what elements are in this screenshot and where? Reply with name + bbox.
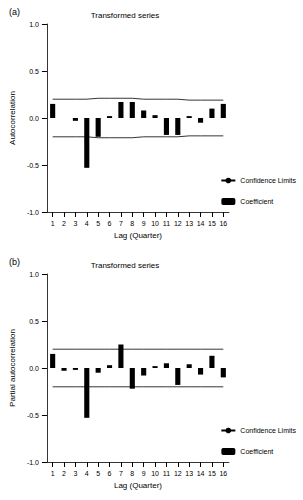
svg-text:5: 5 [96,470,100,477]
svg-text:0.5: 0.5 [29,68,39,75]
svg-text:13: 13 [185,470,193,477]
svg-text:9: 9 [142,220,146,227]
svg-text:(a): (a) [9,7,20,17]
svg-text:11: 11 [163,470,170,477]
svg-text:8: 8 [130,470,134,477]
svg-text:4: 4 [85,220,89,227]
svg-text:7: 7 [119,470,123,477]
svg-text:Coefficient: Coefficient [240,448,273,455]
svg-text:14: 14 [197,220,205,227]
svg-text:15: 15 [208,220,216,227]
svg-text:Confidence Limits: Confidence Limits [240,427,296,434]
svg-text:3: 3 [73,470,77,477]
svg-text:3: 3 [73,220,77,227]
svg-text:Lag (Quarter): Lag (Quarter) [114,481,162,490]
svg-text:11: 11 [163,220,170,227]
svg-text:1.0: 1.0 [29,21,39,28]
svg-text:12: 12 [174,220,182,227]
svg-text:8: 8 [130,220,134,227]
svg-text:16: 16 [219,220,227,227]
svg-text:15: 15 [208,470,216,477]
svg-text:0.0: 0.0 [29,365,39,372]
svg-text:0.0: 0.0 [29,115,39,122]
svg-text:-0.5: -0.5 [27,412,39,419]
svg-text:Partial autocorrelation: Partial autocorrelation [8,329,17,407]
svg-text:6: 6 [108,220,112,227]
svg-text:-1.0: -1.0 [27,209,39,216]
svg-text:9: 9 [142,470,146,477]
svg-text:Transformed series: Transformed series [91,11,160,20]
svg-text:7: 7 [119,220,123,227]
svg-text:-0.5: -0.5 [27,162,39,169]
svg-text:2: 2 [62,220,66,227]
svg-text:10: 10 [151,220,159,227]
svg-text:Coefficient: Coefficient [240,198,273,205]
svg-text:1: 1 [51,470,55,477]
svg-text:Autocorrelation: Autocorrelation [8,91,17,145]
svg-text:1.0: 1.0 [29,271,39,278]
svg-text:6: 6 [108,470,112,477]
svg-text:Lag (Quarter): Lag (Quarter) [114,231,162,240]
svg-text:10: 10 [151,470,159,477]
svg-text:1: 1 [51,220,55,227]
svg-text:Confidence Limits: Confidence Limits [240,177,296,184]
svg-text:Transformed series: Transformed series [91,261,160,270]
svg-text:2: 2 [62,470,66,477]
svg-text:-1.0: -1.0 [27,459,39,466]
svg-text:13: 13 [185,220,193,227]
svg-text:0.5: 0.5 [29,318,39,325]
svg-text:14: 14 [197,470,205,477]
svg-text:16: 16 [219,470,227,477]
svg-text:5: 5 [96,220,100,227]
svg-text:12: 12 [174,470,182,477]
svg-text:(b): (b) [9,257,20,267]
svg-text:4: 4 [85,470,89,477]
